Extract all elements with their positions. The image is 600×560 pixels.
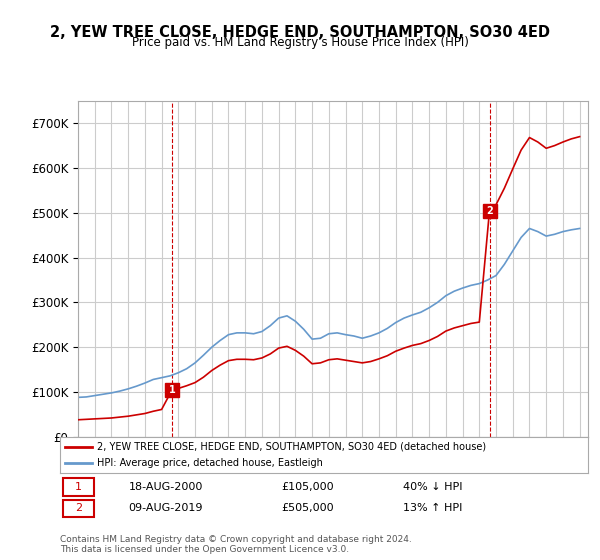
Text: Contains HM Land Registry data © Crown copyright and database right 2024.
This d: Contains HM Land Registry data © Crown c…	[60, 535, 412, 554]
Text: £105,000: £105,000	[282, 482, 334, 492]
Text: HPI: Average price, detached house, Eastleigh: HPI: Average price, detached house, East…	[97, 458, 323, 468]
Text: 2, YEW TREE CLOSE, HEDGE END, SOUTHAMPTON, SO30 4ED (detached house): 2, YEW TREE CLOSE, HEDGE END, SOUTHAMPTO…	[97, 442, 486, 452]
Text: 1: 1	[75, 482, 82, 492]
Text: 1: 1	[169, 385, 176, 395]
FancyBboxPatch shape	[62, 478, 94, 496]
Text: 09-AUG-2019: 09-AUG-2019	[128, 503, 203, 514]
Text: 13% ↑ HPI: 13% ↑ HPI	[403, 503, 463, 514]
FancyBboxPatch shape	[62, 500, 94, 517]
Text: Price paid vs. HM Land Registry's House Price Index (HPI): Price paid vs. HM Land Registry's House …	[131, 36, 469, 49]
Text: £505,000: £505,000	[282, 503, 334, 514]
Text: 40% ↓ HPI: 40% ↓ HPI	[403, 482, 463, 492]
Text: 2, YEW TREE CLOSE, HEDGE END, SOUTHAMPTON, SO30 4ED: 2, YEW TREE CLOSE, HEDGE END, SOUTHAMPTO…	[50, 25, 550, 40]
Text: 2: 2	[75, 503, 82, 514]
Text: 18-AUG-2000: 18-AUG-2000	[128, 482, 203, 492]
Text: 2: 2	[486, 206, 493, 216]
